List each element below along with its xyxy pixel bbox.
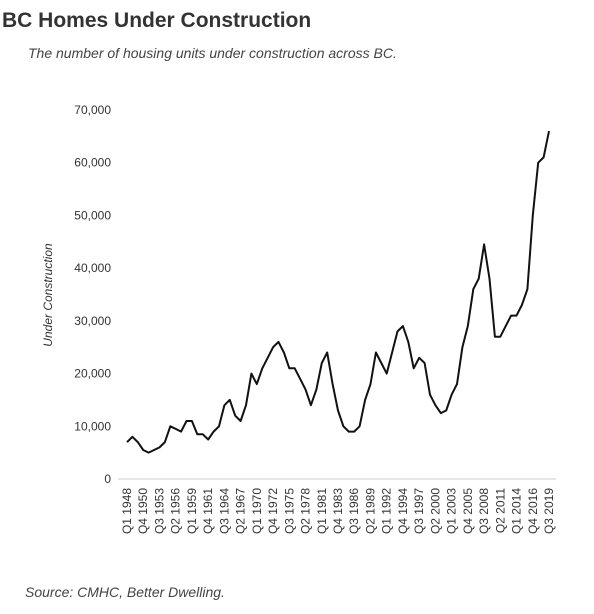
x-tick-label: Q4 1983 — [331, 488, 345, 534]
x-tick-label: Q3 1964 — [217, 488, 231, 534]
x-tick-label: Q4 1994 — [396, 488, 410, 534]
x-tick-label: Q1 2014 — [510, 488, 524, 534]
x-tick-label: Q4 2016 — [526, 488, 540, 534]
y-tick-label: 0 — [104, 472, 111, 486]
x-tick-label: Q1 1992 — [380, 488, 394, 534]
chart-title: BC Homes Under Construction — [2, 9, 311, 32]
x-tick-label: Q3 2008 — [477, 488, 491, 534]
x-tick-label: Q3 1953 — [152, 488, 166, 534]
x-tick-label: Q2 1989 — [363, 488, 377, 534]
x-tick-label: Q2 1978 — [299, 488, 313, 534]
x-tick-label: Q4 2005 — [461, 488, 475, 534]
x-tick-label: Q2 2000 — [428, 488, 442, 534]
x-tick-label: Q2 1956 — [169, 488, 183, 534]
x-tick-label: Q3 1997 — [412, 488, 426, 534]
x-tick-label: Q3 1986 — [347, 488, 361, 534]
y-axis-label: Under Construction — [41, 243, 55, 347]
y-tick-label: 40,000 — [74, 261, 111, 275]
y-tick-label: 20,000 — [74, 367, 111, 381]
y-tick-label: 50,000 — [74, 208, 111, 222]
y-tick-label: 70,000 — [74, 103, 111, 117]
x-tick-label: Q1 2003 — [445, 488, 459, 534]
x-tick-label: Q1 1970 — [250, 488, 264, 534]
x-tick-label: Q4 1961 — [201, 488, 215, 534]
y-tick-label: 60,000 — [74, 156, 111, 170]
x-tick-label: Q4 1972 — [266, 488, 280, 534]
x-tick-label: Q1 1948 — [120, 488, 134, 534]
chart-subtitle: The number of housing units under constr… — [28, 45, 397, 61]
x-tick-label: Q1 1959 — [185, 488, 199, 534]
data-line — [126, 130, 550, 454]
y-tick-label: 30,000 — [74, 314, 111, 328]
x-tick-label: Q2 2011 — [493, 488, 507, 533]
x-tick-label: Q4 1950 — [136, 488, 150, 534]
source-note: Source: CMHC, Better Dwelling. — [25, 584, 225, 600]
y-tick-label: 10,000 — [74, 419, 111, 433]
x-tick-label: Q1 1981 — [315, 488, 329, 534]
x-tick-label: Q2 1967 — [234, 488, 248, 534]
x-tick-label: Q3 1975 — [282, 488, 296, 534]
x-tick-label: Q3 2019 — [542, 488, 556, 534]
